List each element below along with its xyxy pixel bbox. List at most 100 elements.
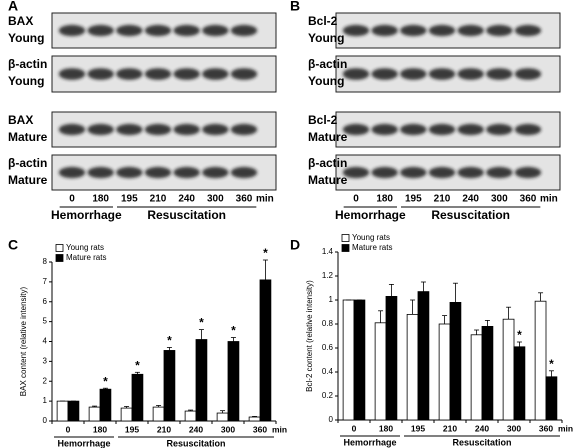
y-axis-label: BAX content (relative intensity) xyxy=(19,286,28,396)
y-axis-label: Bcl-2 content (relative intensity) xyxy=(305,280,314,392)
lane-label: 300 xyxy=(491,194,508,205)
group-label: Resuscitation xyxy=(166,438,225,448)
y-tick-label: 2 xyxy=(43,376,48,385)
bar xyxy=(481,325,494,421)
y-tick-label: 1 xyxy=(43,396,48,405)
bar xyxy=(88,406,101,422)
blot-band xyxy=(173,166,200,179)
blot-band xyxy=(514,166,542,179)
blot-band xyxy=(144,68,172,80)
error-bar xyxy=(452,282,458,303)
blot-band xyxy=(173,123,200,136)
blot-band xyxy=(400,123,427,136)
blot-band xyxy=(58,123,86,136)
y-tick-label: 0.4 xyxy=(322,367,334,376)
significance-marker: * xyxy=(517,328,522,342)
blot-band xyxy=(230,166,258,179)
lane-label: 180 xyxy=(376,194,393,205)
blot-row-label: β-actin xyxy=(8,57,47,71)
x-tick-label: 240 xyxy=(189,424,203,434)
blot-band xyxy=(514,123,542,136)
group-label: Hemorrhage xyxy=(51,208,122,222)
y-tick-label: 3 xyxy=(43,356,48,365)
blot-row-label: Bcl-2 xyxy=(308,113,338,127)
blot-band xyxy=(116,24,143,37)
blot-band xyxy=(144,24,172,37)
x-unit: min xyxy=(272,424,287,434)
lane-label: 195 xyxy=(405,194,422,205)
y-tick-label: 0 xyxy=(43,416,48,425)
blot-band xyxy=(486,24,513,37)
x-tick-label: 300 xyxy=(507,423,521,433)
bar xyxy=(67,400,80,422)
y-tick-label: 7 xyxy=(43,277,48,286)
error-bar xyxy=(166,347,172,351)
legend-label: Young rats xyxy=(352,233,390,242)
legend-swatch xyxy=(55,244,64,252)
blot-band xyxy=(58,24,86,37)
blot-band xyxy=(428,166,456,179)
bar xyxy=(406,313,419,421)
blot-band xyxy=(342,166,370,179)
significance-marker: * xyxy=(167,334,172,348)
group-label: Resuscitation xyxy=(147,208,226,222)
x-tick-label: 360 xyxy=(253,424,267,434)
significance-marker: * xyxy=(263,246,268,260)
blot-row-label: Young xyxy=(308,31,344,45)
blot-band xyxy=(486,166,513,179)
lane-label: 240 xyxy=(178,194,195,205)
x-tick-label: 210 xyxy=(157,424,171,434)
error-bar xyxy=(124,406,130,409)
lane-label: 210 xyxy=(434,194,451,205)
lane-label: 300 xyxy=(207,194,224,205)
blot-band xyxy=(202,123,229,136)
significance-marker: * xyxy=(103,374,108,388)
error-bar xyxy=(252,416,258,418)
blot-band xyxy=(486,123,513,136)
blot-band xyxy=(87,24,114,37)
panel-label: B xyxy=(290,0,300,14)
x-tick-label: 195 xyxy=(125,424,139,434)
blot-row-label: Young xyxy=(8,74,44,88)
legend-swatch xyxy=(341,234,350,242)
blot-band xyxy=(428,68,456,80)
group-label: Hemorrhage xyxy=(57,438,110,448)
bar xyxy=(513,346,526,421)
legend-label: Mature rats xyxy=(66,253,106,262)
y-tick-label: 6 xyxy=(43,297,48,306)
lane-label: 0 xyxy=(69,194,75,205)
x-tick-label: 240 xyxy=(475,423,489,433)
bar xyxy=(438,323,451,421)
bar xyxy=(56,400,69,422)
bar xyxy=(131,373,144,422)
bar xyxy=(417,291,430,421)
lane-label: 360 xyxy=(236,194,253,205)
error-bar xyxy=(538,292,544,302)
blot-band xyxy=(116,123,143,136)
error-bar xyxy=(474,329,480,335)
error-bar xyxy=(102,387,108,390)
error-bar xyxy=(230,337,236,342)
blot-band xyxy=(230,24,258,37)
bar xyxy=(342,299,355,421)
blot-band xyxy=(144,166,172,179)
blot-band xyxy=(173,24,200,37)
blot-band xyxy=(230,68,258,80)
y-tick-label: 0.8 xyxy=(322,319,334,328)
panel-label: A xyxy=(8,0,18,14)
y-tick-label: 4 xyxy=(43,337,48,346)
error-bar xyxy=(92,405,98,408)
x-tick-label: 180 xyxy=(93,424,107,434)
x-unit: min xyxy=(558,423,573,433)
y-tick-label: 5 xyxy=(43,317,48,326)
bar xyxy=(449,301,462,421)
lane-label: 210 xyxy=(150,194,167,205)
blot-row-label: Bcl-2 xyxy=(308,14,338,28)
blot-band xyxy=(428,123,456,136)
blot-row-label: Mature xyxy=(308,173,348,187)
blot-row-label: Mature xyxy=(308,130,348,144)
error-bar xyxy=(442,315,448,324)
significance-marker: * xyxy=(199,316,204,330)
error-bar xyxy=(220,410,226,414)
